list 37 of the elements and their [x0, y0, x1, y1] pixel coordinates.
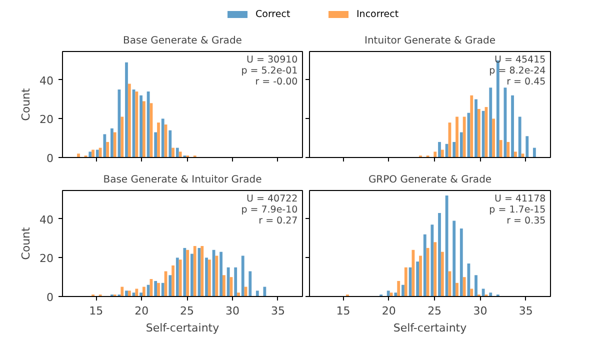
chart-title: Base Generate & Grade: [123, 36, 242, 46]
y-tick-label: 40: [40, 213, 54, 226]
y-tick-label: 40: [40, 74, 54, 88]
legend-label: Correct: [256, 9, 290, 20]
x-tick-label: 30: [473, 304, 488, 318]
annotation: r = -0.00: [255, 76, 298, 88]
y-tick-label: 0: [46, 291, 54, 304]
annotation: p = 1.7e-15: [489, 204, 546, 216]
x-tick-label: 35: [518, 304, 533, 318]
annotation: r = 0.45: [506, 76, 546, 88]
annotation: U = 45415: [494, 54, 546, 66]
x-axis-title: Self-certainty: [146, 322, 220, 334]
x-tick-label: 35: [270, 304, 285, 318]
x-tick-label: 15: [89, 304, 104, 318]
chart-title: Intuitor Generate & Grade: [364, 36, 496, 46]
annotation: r = 0.27: [258, 216, 298, 226]
x-tick-label: 15: [336, 304, 350, 318]
annotation: U = 40722: [246, 194, 298, 204]
y-axis-title: Count: [20, 87, 33, 121]
legend-label: Incorrect: [356, 9, 399, 20]
x-tick-label: 25: [180, 304, 194, 318]
annotation: p = 7.9e-10: [241, 204, 298, 216]
x-tick-label: 20: [382, 304, 396, 318]
annotation: U = 41178: [494, 194, 546, 204]
x-tick-label: 25: [428, 304, 442, 318]
x-axis-title: Self-certainty: [393, 322, 468, 334]
y-axis-title: Count: [20, 226, 33, 260]
x-tick-label: 30: [226, 304, 240, 318]
chart-title: Base Generate & Intuitor Grade: [103, 174, 262, 186]
y-tick-label: 20: [40, 113, 54, 126]
annotation: p = 5.2e-01: [241, 66, 298, 76]
y-tick-label: 0: [46, 152, 54, 165]
annotation: U = 30910: [246, 54, 298, 66]
chart-title: GRPO Generate & Grade: [368, 174, 492, 186]
x-tick-label: 20: [134, 304, 149, 318]
y-tick-label: 20: [40, 252, 54, 266]
annotation: r = 0.35: [506, 216, 546, 226]
